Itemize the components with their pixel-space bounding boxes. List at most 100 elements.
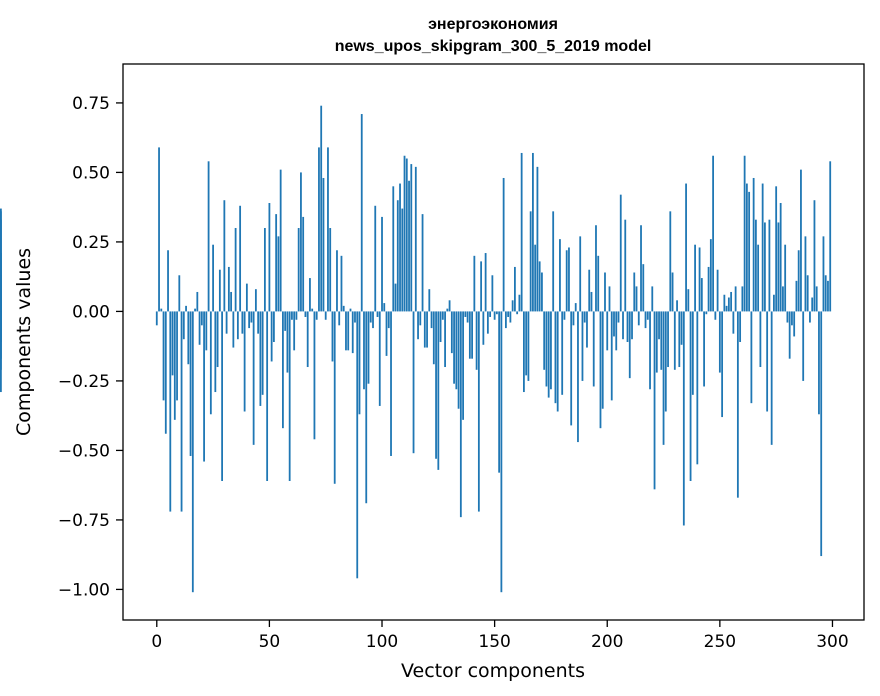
bar <box>615 311 618 351</box>
bar <box>286 311 289 373</box>
bar <box>331 311 334 362</box>
bar <box>392 186 395 312</box>
bar <box>180 311 183 512</box>
bar <box>243 311 246 412</box>
bar <box>410 164 413 312</box>
bar <box>263 228 266 312</box>
bar <box>518 294 521 312</box>
bar <box>637 311 640 326</box>
bar <box>579 236 582 312</box>
bar <box>815 286 818 312</box>
bar <box>295 311 298 320</box>
bar <box>358 311 361 415</box>
bar <box>716 269 719 312</box>
bar <box>446 308 449 312</box>
bar <box>164 311 167 434</box>
bar <box>631 311 633 340</box>
x-tick-label: 100 <box>366 632 398 652</box>
bar <box>167 250 169 312</box>
bar <box>484 253 487 312</box>
bar <box>592 311 595 387</box>
bar <box>462 311 464 420</box>
bar <box>682 311 685 526</box>
bar <box>200 311 203 326</box>
plot-frame <box>122 63 865 621</box>
bar <box>423 311 426 348</box>
bar <box>495 311 498 315</box>
bar <box>770 311 773 445</box>
bar <box>239 205 242 312</box>
bar <box>196 291 199 312</box>
bar <box>707 266 710 312</box>
bar <box>563 311 566 320</box>
bar <box>646 311 649 320</box>
bar <box>597 255 600 312</box>
bar <box>822 236 825 312</box>
bar <box>241 311 244 334</box>
bar <box>687 289 690 312</box>
bar <box>396 200 399 312</box>
bar <box>595 225 597 312</box>
bar <box>795 280 798 312</box>
bar <box>374 205 377 312</box>
bar <box>559 239 561 312</box>
bar <box>734 286 737 312</box>
bar <box>412 311 415 454</box>
bar <box>0 208 2 312</box>
bar <box>477 311 480 512</box>
bar <box>667 311 669 368</box>
bar <box>257 311 260 334</box>
x-tick-label: 200 <box>591 632 623 652</box>
bar <box>468 311 471 359</box>
y-tick-label: −1.00 <box>58 580 110 600</box>
y-tick-label: 0.25 <box>72 233 110 253</box>
bar <box>766 311 769 412</box>
bar <box>502 177 505 312</box>
bar <box>482 311 485 345</box>
bar <box>658 311 660 340</box>
bar <box>680 311 683 345</box>
bar <box>203 311 205 462</box>
bar <box>284 311 287 331</box>
bar <box>617 311 620 323</box>
bar <box>428 289 431 312</box>
bar <box>457 311 460 409</box>
bar <box>509 311 512 323</box>
y-axis-label: Components values <box>13 248 35 436</box>
bar <box>340 255 343 312</box>
bar <box>320 105 323 312</box>
chart-subtitle: news_upos_skipgram_300_5_2019 model <box>335 38 652 55</box>
bar <box>245 283 248 312</box>
bar <box>628 311 631 379</box>
bar <box>441 311 444 320</box>
bar <box>273 311 275 342</box>
bar <box>653 311 656 490</box>
bar <box>498 311 501 473</box>
bar <box>694 244 696 312</box>
bar <box>455 311 458 390</box>
bar <box>622 311 624 340</box>
bar <box>640 225 642 312</box>
bar <box>493 311 496 320</box>
bar <box>604 272 606 312</box>
bar <box>205 311 208 351</box>
bar <box>581 311 584 381</box>
bar <box>534 244 537 312</box>
bar <box>367 311 370 384</box>
bar <box>173 311 176 420</box>
bar <box>676 300 678 312</box>
bar <box>532 152 534 312</box>
bar <box>516 311 519 315</box>
bar <box>363 311 365 390</box>
bar <box>554 311 557 404</box>
bar <box>827 280 829 312</box>
bar <box>437 311 440 470</box>
bar <box>700 278 703 312</box>
bar <box>268 203 271 312</box>
bar <box>685 183 687 312</box>
bar <box>279 169 282 312</box>
bar <box>421 214 424 312</box>
bar <box>829 161 832 312</box>
bar <box>315 311 318 320</box>
bar <box>797 250 800 312</box>
